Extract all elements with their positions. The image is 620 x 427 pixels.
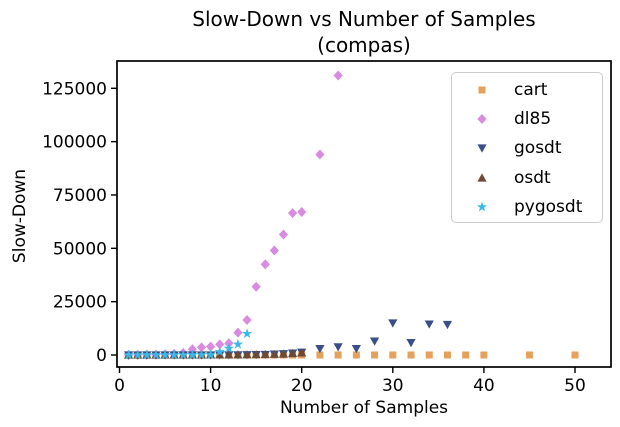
x-tick-label: 40 [473, 376, 495, 396]
data-point-dl85 [315, 149, 325, 160]
data-point-gosdt [315, 344, 325, 354]
data-point-dl85 [251, 281, 261, 292]
legend-item-osdt: osdt [474, 163, 602, 192]
legend-label-pygosdt: pygosdt [514, 197, 583, 218]
data-point-pygosdt [232, 338, 244, 349]
data-point-dl85 [233, 327, 243, 338]
star-marker-icon [476, 201, 488, 212]
data-point-cart [480, 351, 488, 359]
data-point-cart [316, 351, 324, 359]
data-point-pygosdt [178, 349, 189, 360]
data-point-cart [389, 351, 397, 359]
data-point-dl85 [269, 245, 279, 256]
legend-label-gosdt: gosdt [514, 138, 562, 159]
data-point-osdt [242, 350, 252, 359]
data-point-osdt [251, 350, 261, 359]
data-point-dl85 [297, 207, 307, 218]
data-point-gosdt [406, 339, 416, 348]
y-tick-label: 125000 [42, 79, 107, 99]
data-point-gosdt [333, 343, 343, 352]
data-point-cart [571, 351, 579, 359]
data-point-cart [525, 351, 533, 359]
legend-item-cart: cart [474, 75, 602, 104]
data-point-gosdt [388, 319, 398, 328]
data-point-dl85 [287, 208, 298, 219]
data-point-osdt [215, 350, 225, 359]
data-point-gosdt [351, 344, 361, 354]
x-tick-label: 0 [114, 376, 125, 396]
legend-item-pygosdt: pygosdt [474, 193, 602, 222]
triangle-up-marker-icon [477, 173, 487, 182]
x-tick-label: 30 [382, 376, 404, 396]
data-point-pygosdt [141, 349, 152, 360]
data-point-osdt [260, 349, 270, 359]
data-point-dl85 [206, 341, 216, 352]
legend-label-dl85: dl85 [514, 109, 552, 130]
data-point-pygosdt [159, 349, 171, 360]
data-point-pygosdt [241, 328, 253, 339]
data-point-cart [334, 351, 342, 359]
data-point-pygosdt [214, 346, 225, 357]
chart-title: Slow-Down vs Number of Samples (compas) [117, 6, 611, 58]
plot-border [116, 60, 612, 368]
data-point-dl85 [333, 70, 343, 81]
data-point-dl85 [242, 315, 252, 326]
data-point-pygosdt [187, 349, 198, 360]
y-tick-label: 100000 [42, 133, 107, 153]
data-point-dl85 [215, 339, 225, 350]
y-tick-label: 0 [96, 346, 107, 366]
data-point-cart [407, 351, 415, 359]
data-point-pygosdt [205, 349, 216, 360]
data-point-osdt [297, 348, 307, 357]
diamond-marker-icon [477, 114, 487, 125]
data-point-gosdt [424, 320, 434, 329]
square-marker-icon [478, 86, 486, 94]
chart-title-line1: Slow-Down vs Number of Samples [192, 7, 536, 31]
data-point-cart [443, 351, 451, 359]
data-point-pygosdt [123, 349, 134, 360]
x-tick-label: 50 [564, 376, 586, 396]
y-tick-label: 25000 [53, 293, 107, 313]
legend-label-osdt: osdt [514, 167, 551, 188]
data-point-pygosdt [132, 349, 143, 360]
data-point-cart [371, 351, 379, 359]
data-point-dl85 [196, 342, 207, 353]
y-tick-label: 75000 [53, 186, 107, 206]
x-tick-label: 20 [291, 376, 313, 396]
x-axis-label: Number of Samples [279, 398, 449, 418]
data-point-cart [425, 351, 433, 359]
data-point-pygosdt [223, 342, 234, 353]
data-point-pygosdt [196, 349, 207, 360]
data-point-osdt [287, 348, 298, 358]
data-point-gosdt [442, 320, 453, 330]
legend: cart dl85 gosdt osdt pygosdt [451, 72, 603, 223]
chart-title-line2: (compas) [317, 33, 411, 57]
data-point-osdt [278, 349, 289, 358]
legend-label-cart: cart [514, 79, 548, 100]
data-point-osdt [269, 349, 279, 358]
data-point-gosdt [369, 337, 380, 346]
triangle-down-marker-icon [477, 144, 487, 154]
data-point-pygosdt [169, 349, 180, 360]
y-tick-label: 50000 [53, 239, 107, 259]
data-point-dl85 [260, 259, 270, 270]
data-point-dl85 [278, 229, 289, 240]
data-point-cart [462, 351, 470, 359]
legend-item-dl85: dl85 [474, 105, 602, 134]
legend-item-gosdt: gosdt [474, 134, 602, 163]
data-point-osdt [233, 350, 243, 359]
x-tick-label: 10 [200, 376, 222, 396]
data-point-cart [352, 351, 360, 359]
data-point-pygosdt [150, 349, 162, 360]
data-point-osdt [224, 350, 234, 359]
